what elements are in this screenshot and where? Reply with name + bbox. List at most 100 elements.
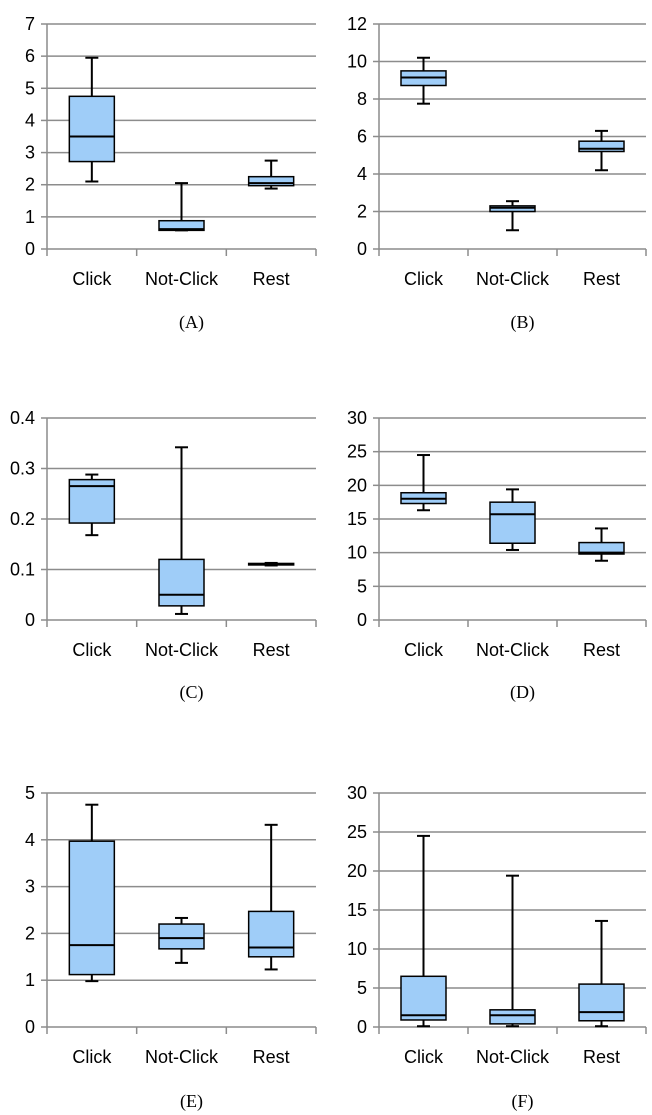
x-tick-label: Click bbox=[72, 1047, 112, 1067]
y-tick-label: 8 bbox=[357, 89, 367, 109]
y-tick-label: 0.1 bbox=[10, 560, 35, 580]
x-tick-label: Rest bbox=[583, 269, 620, 289]
box-not-click bbox=[158, 916, 205, 964]
x-tick-label: Not-Click bbox=[476, 1047, 550, 1067]
y-tick-label: 25 bbox=[347, 442, 367, 462]
y-tick-label: 4 bbox=[25, 830, 35, 850]
chart-panel: 0 0.1 0.2 0.3 0.4 Click Not-Click Rest (C) bbox=[10, 408, 317, 703]
x-tick-label: Click bbox=[72, 269, 112, 289]
y-tick-label: 0.3 bbox=[10, 459, 35, 479]
box-iqr bbox=[578, 541, 625, 555]
x-tick-label: Rest bbox=[583, 640, 620, 660]
box-iqr bbox=[400, 975, 447, 1021]
x-tick-label: Not-Click bbox=[476, 640, 550, 660]
panel-caption: (F) bbox=[512, 1091, 534, 1112]
box-click bbox=[400, 834, 447, 1028]
y-tick-label: 3 bbox=[25, 877, 35, 897]
y-tick-label: 6 bbox=[357, 127, 367, 147]
box-iqr bbox=[247, 175, 295, 187]
y-tick-label: 0.2 bbox=[10, 509, 35, 529]
box-iqr bbox=[68, 95, 116, 163]
y-tick-label: 4 bbox=[357, 164, 367, 184]
x-tick-label: Rest bbox=[253, 640, 290, 660]
x-tick-label: Click bbox=[404, 1047, 444, 1067]
chart-panel: 0 5 10 15 20 25 30 Click Not-Click Rest (D) bbox=[347, 408, 647, 703]
box-not-click bbox=[489, 200, 536, 232]
panel-caption: (C) bbox=[180, 682, 204, 703]
y-tick-label: 2 bbox=[25, 923, 35, 943]
panel-caption: (E) bbox=[180, 1091, 203, 1112]
y-tick-label: 2 bbox=[357, 202, 367, 222]
y-tick-label: 1 bbox=[25, 970, 35, 990]
x-tick-label: Rest bbox=[253, 1047, 290, 1067]
box-not-click bbox=[489, 488, 536, 551]
box-iqr bbox=[578, 983, 625, 1022]
box-not-click bbox=[158, 446, 205, 615]
y-tick-label: 6 bbox=[25, 46, 35, 66]
box-iqr bbox=[489, 1009, 536, 1025]
box-not-click bbox=[158, 182, 205, 232]
box-iqr bbox=[489, 501, 536, 544]
y-tick-label: 5 bbox=[357, 576, 367, 596]
y-tick-label: 4 bbox=[25, 110, 35, 130]
y-tick-label: 0 bbox=[25, 239, 35, 259]
y-tick-label: 10 bbox=[347, 543, 367, 563]
box-click bbox=[400, 454, 447, 512]
y-tick-label: 0 bbox=[357, 239, 367, 259]
y-tick-label: 10 bbox=[347, 939, 367, 959]
y-tick-label: 0 bbox=[25, 610, 35, 630]
x-tick-label: Rest bbox=[253, 269, 290, 289]
x-tick-label: Not-Click bbox=[145, 1047, 219, 1067]
box-click bbox=[68, 56, 116, 183]
x-tick-label: Click bbox=[404, 640, 444, 660]
box-iqr bbox=[247, 910, 295, 958]
box-not-click bbox=[489, 874, 536, 1028]
y-tick-label: 0.4 bbox=[10, 408, 35, 428]
box-iqr bbox=[578, 140, 625, 153]
y-tick-label: 0 bbox=[357, 610, 367, 630]
y-tick-label: 5 bbox=[357, 978, 367, 998]
box-click bbox=[68, 803, 116, 983]
box-iqr bbox=[158, 558, 205, 607]
box-rest bbox=[247, 561, 295, 567]
y-tick-label: 30 bbox=[347, 783, 367, 803]
box-click bbox=[68, 473, 116, 537]
y-tick-label: 20 bbox=[347, 475, 367, 495]
y-tick-label: 3 bbox=[25, 143, 35, 163]
box-rest bbox=[578, 129, 625, 172]
y-tick-label: 20 bbox=[347, 861, 367, 881]
x-tick-label: Not-Click bbox=[145, 640, 219, 660]
x-tick-label: Click bbox=[404, 269, 444, 289]
y-tick-label: 15 bbox=[347, 900, 367, 920]
box-click bbox=[400, 56, 447, 105]
y-tick-label: 5 bbox=[25, 783, 35, 803]
box-rest bbox=[578, 527, 625, 562]
y-tick-label: 30 bbox=[347, 408, 367, 428]
y-tick-label: 5 bbox=[25, 78, 35, 98]
chart-panel: 0 1 2 3 4 5 Click Not-Click Rest (E) bbox=[25, 783, 317, 1112]
x-tick-label: Not-Click bbox=[145, 269, 219, 289]
y-tick-label: 0 bbox=[25, 1017, 35, 1037]
chart-panel: 0 5 10 15 20 25 30 Click Not-Click Rest (F) bbox=[347, 783, 647, 1112]
y-tick-label: 15 bbox=[347, 509, 367, 529]
box-rest bbox=[247, 823, 295, 971]
y-tick-label: 0 bbox=[357, 1017, 367, 1037]
x-tick-label: Rest bbox=[583, 1047, 620, 1067]
y-tick-label: 2 bbox=[25, 175, 35, 195]
y-tick-label: 12 bbox=[347, 14, 367, 34]
x-tick-label: Not-Click bbox=[476, 269, 550, 289]
panel-caption: (D) bbox=[510, 682, 535, 703]
y-tick-label: 7 bbox=[25, 14, 35, 34]
y-tick-label: 1 bbox=[25, 207, 35, 227]
box-iqr bbox=[68, 840, 116, 976]
y-tick-label: 10 bbox=[347, 52, 367, 72]
box-rest bbox=[578, 919, 625, 1028]
box-rest bbox=[247, 159, 295, 190]
panel-caption: (B) bbox=[511, 312, 535, 333]
chart-panel: 0 2 4 6 8 10 12 Click Not-Click Rest (B) bbox=[347, 14, 647, 333]
box-iqr bbox=[158, 219, 205, 232]
x-tick-label: Click bbox=[72, 640, 112, 660]
box-iqr bbox=[158, 923, 205, 950]
y-tick-label: 25 bbox=[347, 822, 367, 842]
